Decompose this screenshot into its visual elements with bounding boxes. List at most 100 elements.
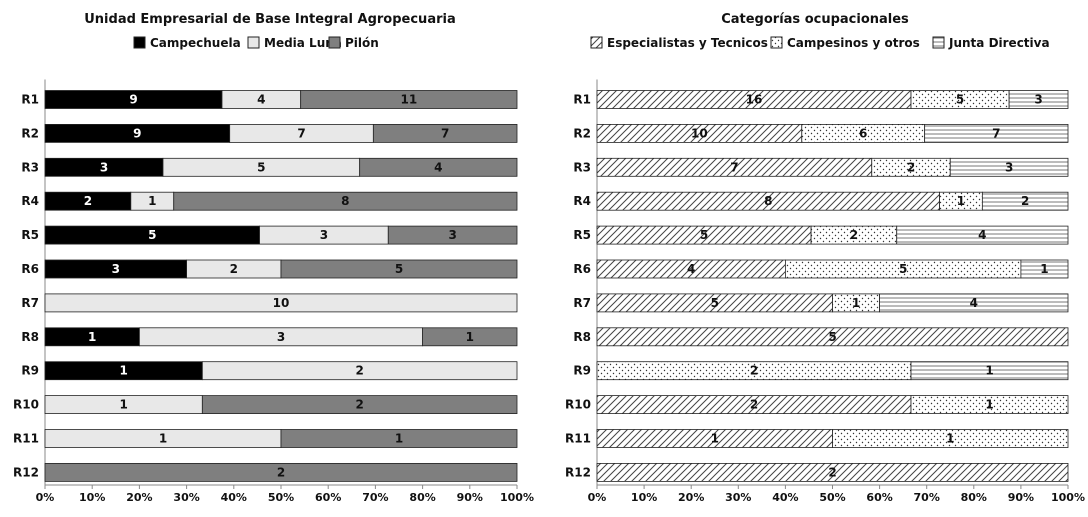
bar-segment (201, 361, 518, 381)
bar-segment (981, 191, 1069, 211)
legend-label: Pilón (345, 36, 379, 50)
category-label: R10 (565, 398, 591, 412)
bar-value-label: 10 (691, 126, 708, 140)
bar-segment (44, 462, 518, 482)
bar-value-label: 3 (277, 330, 285, 344)
bar-segment (924, 124, 1069, 143)
legend-swatch (590, 36, 603, 49)
bar-segment (596, 462, 1069, 482)
category-label: R5 (21, 228, 39, 242)
chart-title: Categorías ocupacionales (721, 12, 909, 27)
bar-segment (387, 225, 518, 245)
category-label: R8 (573, 330, 591, 344)
bar-value-label: 1 (852, 296, 860, 310)
category-label: R9 (21, 364, 39, 378)
bar-segment (422, 327, 518, 347)
bar-value-label: 2 (828, 465, 836, 479)
bar-value-label: 5 (711, 296, 719, 310)
bar-value-label: 1 (985, 364, 993, 378)
chart-2: Categorías ocupacionales Especialistas y … (565, 12, 1085, 504)
category-label: R9 (573, 364, 591, 378)
bar-value-label: 3 (320, 228, 328, 242)
bar-value-label: 10 (273, 296, 290, 310)
bar-value-label: 5 (395, 262, 403, 276)
x-tick-label: 20% (678, 491, 704, 504)
x-tick-label: 30% (173, 491, 199, 504)
bar-value-label: 1 (88, 330, 96, 344)
legend-swatch (133, 36, 146, 49)
bar-value-label: 2 (1021, 194, 1029, 208)
bar-value-label: 4 (257, 93, 265, 107)
bar-segment (1020, 259, 1069, 279)
bar-value-label: 5 (148, 228, 156, 242)
category-label: R2 (573, 126, 591, 140)
bar-segment (910, 361, 1069, 381)
legend-swatch (328, 36, 341, 49)
x-tick-label: 40% (221, 491, 247, 504)
bar-value-label: 2 (750, 398, 758, 412)
x-tick-label: 60% (866, 491, 892, 504)
x-tick-label: 10% (631, 491, 657, 504)
x-tick-label: 40% (772, 491, 798, 504)
x-tick-label: 50% (268, 491, 294, 504)
bar-value-label: 2 (355, 398, 363, 412)
bar-value-label: 2 (750, 364, 758, 378)
x-tick-label: 30% (725, 491, 751, 504)
category-label: R6 (21, 262, 39, 276)
bar-segment (280, 259, 518, 279)
bar-segment (300, 90, 518, 109)
category-label: R12 (13, 465, 39, 479)
bar-segment (596, 327, 1069, 347)
bar-value-label: 2 (277, 465, 285, 479)
bar-value-label: 1 (711, 432, 719, 446)
bar-segment (44, 293, 518, 313)
bar-segment (949, 157, 1069, 177)
bar-segment (896, 225, 1069, 245)
x-tick-label: 70% (914, 491, 940, 504)
bar-segment (173, 191, 518, 211)
x-tick-label: 90% (457, 491, 483, 504)
bar-value-label: 1 (119, 364, 127, 378)
x-tick-label: 10% (79, 491, 105, 504)
legend-label: Campechuela (150, 36, 241, 50)
bar-value-label: 5 (828, 330, 836, 344)
category-label: R4 (573, 194, 591, 208)
category-label: R3 (21, 160, 39, 174)
legend-swatch (247, 36, 260, 49)
legend-label: Especialistas y Tecnicos (607, 36, 768, 50)
x-tick-label: 70% (362, 491, 388, 504)
bar-segment (359, 157, 518, 177)
category-label: R11 (565, 432, 591, 446)
bar-value-label: 1 (957, 194, 965, 208)
bar-value-label: 9 (129, 93, 137, 107)
bar-value-label: 1 (148, 194, 156, 208)
bar-value-label: 2 (850, 228, 858, 242)
bar-segment (280, 429, 518, 448)
bar-segment (201, 395, 518, 415)
bar-value-label: 5 (956, 93, 964, 107)
category-label: R3 (573, 160, 591, 174)
x-tick-label: 80% (409, 491, 435, 504)
category-label: R1 (21, 93, 39, 107)
chart-title: Unidad Empresarial de Base Integral Agro… (84, 12, 455, 27)
bar-value-label: 4 (434, 160, 442, 174)
bar-value-label: 1 (466, 330, 474, 344)
bar-value-label: 8 (341, 194, 349, 208)
bar-value-label: 9 (133, 126, 141, 140)
x-tick-label: 50% (819, 491, 845, 504)
legend-label: Junta Directiva (948, 36, 1050, 50)
bar-value-label: 5 (700, 228, 708, 242)
bar-value-label: 2 (230, 262, 238, 276)
bar-value-label: 4 (687, 262, 695, 276)
bar-value-label: 3 (1005, 160, 1013, 174)
category-label: R5 (573, 228, 591, 242)
x-tick-label: 0% (36, 491, 55, 504)
category-label: R10 (13, 398, 39, 412)
x-tick-label: 80% (961, 491, 987, 504)
bar-segment (1008, 90, 1069, 109)
legend-swatch (932, 36, 945, 49)
bar-value-label: 3 (100, 160, 108, 174)
legend-swatch (770, 36, 783, 49)
